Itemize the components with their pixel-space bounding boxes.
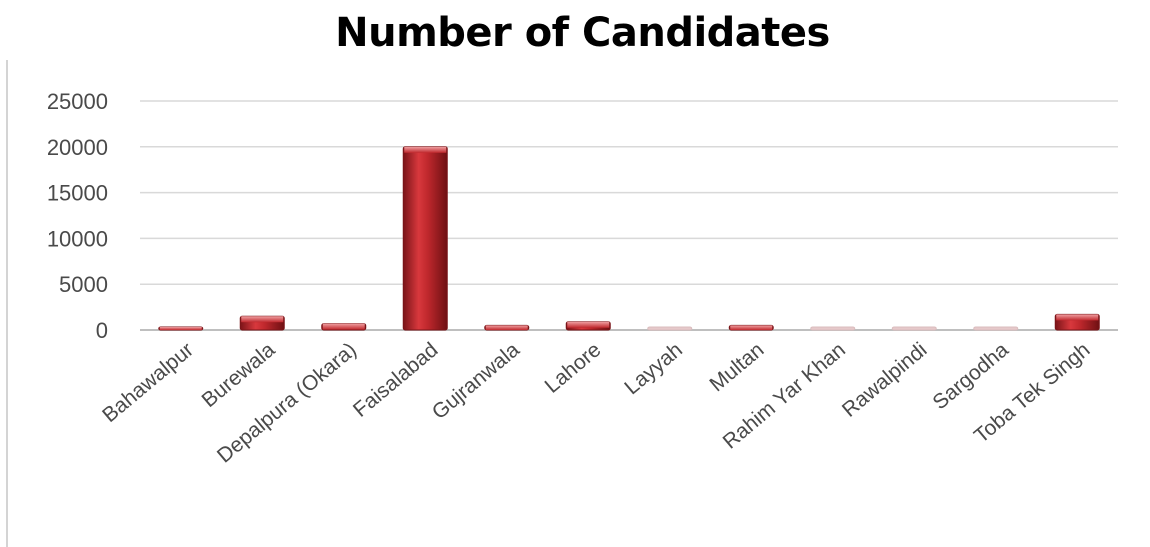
bar-cap bbox=[730, 325, 773, 330]
chart-title: Number of Candidates bbox=[335, 10, 830, 56]
x-category-label: Depalpura (Okara) bbox=[213, 338, 361, 467]
bar-cap bbox=[241, 316, 284, 323]
x-category-label: Lahore bbox=[541, 338, 606, 398]
left-border-rule bbox=[6, 60, 8, 547]
y-tick-label: 0 bbox=[96, 318, 108, 343]
x-category-label: Faisalabad bbox=[349, 338, 442, 422]
y-tick-label: 5000 bbox=[59, 272, 108, 297]
x-category-label: Layyah bbox=[620, 338, 687, 399]
bar bbox=[647, 326, 693, 331]
bar-cap bbox=[485, 325, 528, 330]
bar bbox=[239, 315, 285, 331]
x-category-label: Sargodha bbox=[928, 338, 1013, 414]
bar-cap bbox=[159, 327, 202, 330]
bar bbox=[484, 324, 530, 331]
bar bbox=[973, 326, 1019, 331]
bar bbox=[810, 326, 856, 331]
bar-cap bbox=[567, 321, 610, 328]
bar bbox=[402, 146, 448, 331]
bar-body bbox=[647, 326, 693, 331]
bar-body bbox=[973, 326, 1019, 331]
bar bbox=[728, 324, 774, 331]
y-axis-tick-labels: 0 5000 10000 15000 20000 25000 bbox=[47, 89, 108, 343]
bars bbox=[158, 146, 1100, 331]
bar bbox=[1054, 313, 1100, 331]
bar bbox=[158, 326, 204, 331]
y-tick-label: 10000 bbox=[47, 226, 108, 251]
y-tick-label: 20000 bbox=[47, 135, 108, 160]
bar-body bbox=[402, 146, 448, 331]
x-category-label: Rawalpindi bbox=[838, 338, 931, 422]
bar-body bbox=[891, 326, 937, 331]
gridlines bbox=[140, 100, 1118, 331]
x-category-label: Multan bbox=[705, 338, 768, 396]
bar-cap bbox=[322, 323, 365, 330]
bar-cap bbox=[1056, 314, 1099, 321]
x-category-label: Bahawalpur bbox=[98, 338, 198, 427]
bar-cap bbox=[404, 146, 447, 153]
x-category-label: Burewala bbox=[198, 338, 280, 412]
y-tick-label: 25000 bbox=[47, 89, 108, 114]
bar-body bbox=[810, 326, 856, 331]
bar bbox=[321, 323, 367, 331]
bar bbox=[565, 321, 611, 331]
bar bbox=[891, 326, 937, 331]
y-tick-label: 15000 bbox=[47, 181, 108, 206]
x-category-label: Gujranwala bbox=[428, 338, 524, 424]
